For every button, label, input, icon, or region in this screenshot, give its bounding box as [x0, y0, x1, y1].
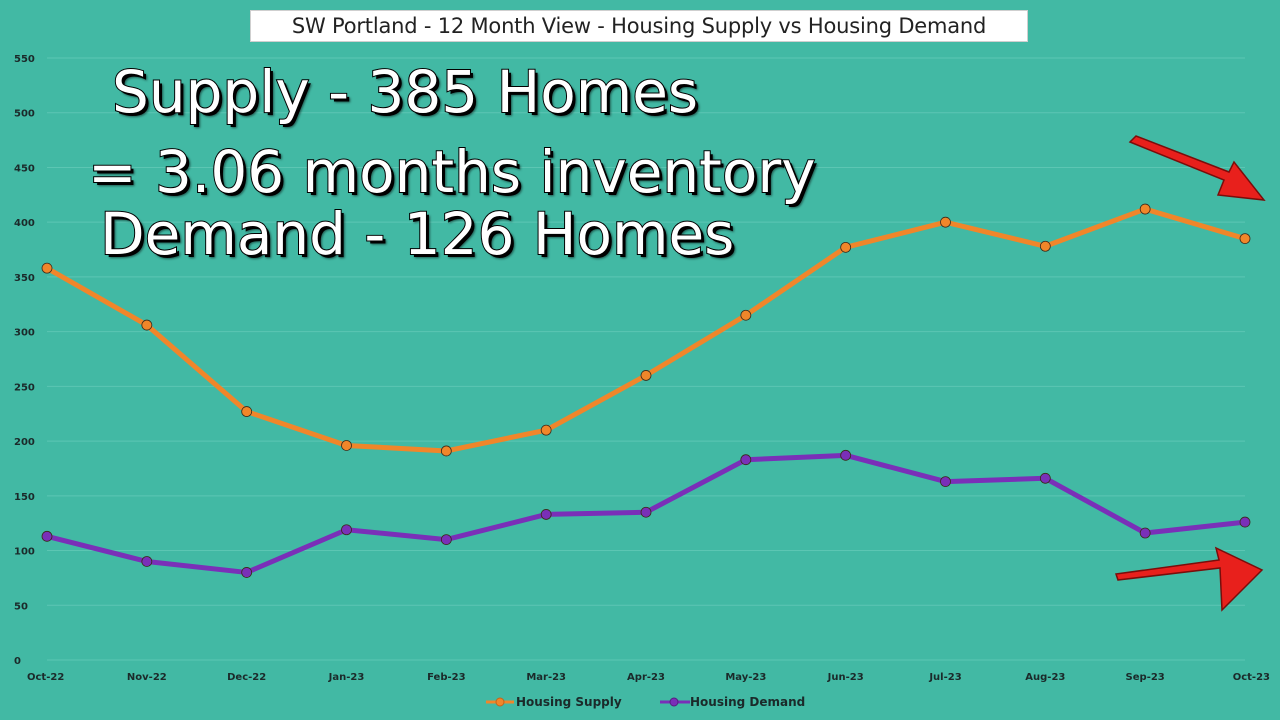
x-tick-label: Mar-23: [526, 672, 566, 683]
annotation-arrows: [1115, 135, 1266, 612]
y-tick-label: 550: [14, 54, 35, 65]
y-tick-label: 0: [14, 656, 21, 667]
overlay-demand-text: Demand - 126 Homes: [99, 199, 735, 269]
x-tick-label: Apr-23: [627, 672, 665, 683]
data-point-demand: [840, 449, 852, 461]
data-point-supply: [41, 262, 53, 274]
data-point-demand: [640, 506, 652, 518]
legend-supply-label: Housing Supply: [516, 695, 622, 709]
data-point-supply: [341, 440, 352, 451]
arrow-supply-down-right-icon: [1128, 135, 1266, 201]
legend: Housing Supply Housing Demand: [486, 695, 805, 709]
overlay-supply-text: Supply - 385 Homes: [111, 57, 699, 127]
data-point-supply: [640, 370, 652, 381]
legend-supply-marker: [495, 697, 505, 707]
arrow-demand-up-right-icon: [1115, 546, 1264, 612]
x-tick-label: Jun-23: [827, 672, 864, 683]
x-tick-label: May-23: [725, 672, 766, 683]
y-tick-label: 50: [14, 601, 28, 612]
data-point-demand: [341, 524, 352, 536]
y-tick-label: 150: [14, 492, 35, 503]
grid: [47, 57, 1245, 661]
y-tick-label: 450: [14, 163, 35, 174]
data-point-demand: [440, 534, 452, 545]
y-tick-label: 200: [14, 437, 35, 448]
y-tick-label: 100: [14, 547, 35, 558]
data-point-demand: [740, 454, 752, 466]
x-tick-label: Jan-23: [328, 672, 365, 683]
data-point-supply: [1139, 203, 1151, 215]
data-point-supply: [1239, 233, 1251, 245]
chart-title: SW Portland - 12 Month View - Housing Su…: [250, 10, 1028, 42]
data-point-supply: [440, 445, 452, 457]
y-tick-label: 500: [14, 109, 35, 120]
y-tick-label: 300: [14, 328, 35, 339]
overlay-inventory-text: = 3.06 months inventory: [87, 137, 817, 207]
y-tick-label: 400: [14, 218, 35, 229]
y-axis: 0 50 100 150 200 250 300 350 400 450 500 550: [14, 54, 35, 667]
x-axis: Oct-22 Nov-22 Dec-22 Jan-23 Feb-23 Mar-23 Apr-…: [27, 672, 1270, 683]
x-tick-label: Nov-22: [127, 672, 167, 683]
data-point-demand: [1139, 527, 1151, 539]
data-point-demand: [41, 530, 53, 542]
x-tick-label: Sep-23: [1126, 672, 1165, 683]
data-point-demand: [141, 556, 153, 567]
data-point-supply: [740, 309, 752, 321]
x-tick-label: Dec-22: [227, 672, 266, 683]
data-point-supply: [840, 241, 852, 253]
x-tick-label: Oct-23: [1233, 672, 1270, 683]
series-group: [41, 203, 1251, 578]
x-tick-label: Aug-23: [1025, 672, 1065, 683]
x-tick-label: Oct-22: [27, 672, 64, 683]
data-point-supply: [540, 424, 552, 436]
data-point-demand: [540, 509, 552, 520]
data-point-supply: [141, 319, 153, 331]
data-point-supply: [1039, 240, 1051, 252]
data-point-demand: [1039, 472, 1051, 484]
data-point-demand: [940, 476, 951, 487]
y-tick-label: 350: [14, 273, 35, 284]
legend-demand-label: Housing Demand: [690, 695, 805, 709]
x-tick-label: Feb-23: [427, 672, 465, 683]
y-tick-label: 250: [14, 382, 35, 393]
legend-demand-marker: [669, 697, 679, 707]
data-point-supply: [241, 406, 253, 417]
data-point-demand: [1239, 516, 1251, 528]
x-tick-label: Jul-23: [928, 672, 961, 683]
data-point-demand: [241, 567, 253, 578]
data-point-supply: [940, 216, 951, 228]
